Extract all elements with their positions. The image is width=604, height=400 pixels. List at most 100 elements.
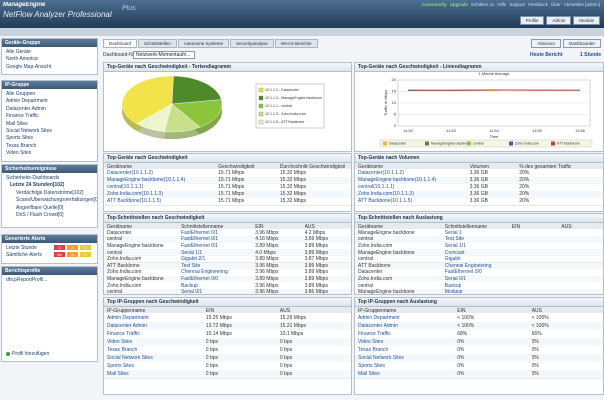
- tab[interactable]: Dashboard: [103, 39, 138, 48]
- table-link[interactable]: Serial 1/1: [181, 249, 203, 256]
- table-link[interactable]: Chennai Engineering: [444, 262, 492, 269]
- table-link[interactable]: Backup: [444, 282, 462, 289]
- table-link[interactable]: Datacenter Admin: [358, 322, 398, 329]
- alert-count[interactable]: 0: [67, 251, 78, 258]
- sidebar-link[interactable]: dhcpReportProfil...: [6, 277, 48, 283]
- tab[interactable]: WAAS Berichte: [274, 39, 318, 48]
- alert-count[interactable]: 54: [54, 251, 65, 258]
- alert-label[interactable]: Letzte Stunde: [6, 245, 37, 251]
- table-link[interactable]: Zoho.India.com(10.1.1.3): [107, 191, 163, 197]
- sidebar-link[interactable]: Verdächtige Datenströme[102]: [16, 189, 84, 196]
- table-link[interactable]: Chennai Engineering: [181, 269, 228, 276]
- menu-button[interactable]: Module: [573, 16, 600, 25]
- table-link[interactable]: ManageEngine backbone(10.1.1.4): [107, 177, 186, 183]
- top-link[interactable]: Abmelden [admin]: [563, 2, 600, 7]
- table-link[interactable]: central(10.1.1.1): [358, 184, 395, 190]
- table-link[interactable]: Datacenter(10.1.1.2): [107, 170, 153, 176]
- table-link[interactable]: Texas Branch: [107, 346, 138, 353]
- sidebar-link[interactable]: Angreifbare Quelle[0]: [16, 204, 64, 211]
- table-link[interactable]: Finance Traffic: [358, 330, 391, 337]
- action-button[interactable]: Aktionen: [531, 39, 561, 48]
- table-link[interactable]: Sports Sites: [107, 362, 134, 369]
- sidebar-link[interactable]: Google Map-Ansicht: [6, 63, 52, 70]
- dashboard-select[interactable]: Netzwerk-Momentaufn...: [133, 50, 195, 59]
- table-link[interactable]: Serial 0/1: [444, 276, 466, 282]
- table-link[interactable]: Serial 0/1: [181, 289, 203, 295]
- sidebar-link[interactable]: North America: [6, 56, 38, 63]
- table-link[interactable]: Datacenter Admin: [107, 322, 147, 329]
- column-header: Durchschnitt Geschwindigkeit: [279, 163, 346, 170]
- sidebar-link[interactable]: Texas Branch: [6, 142, 37, 149]
- sidebar-link[interactable]: Datacenter Admin: [6, 105, 46, 112]
- sidebar-link[interactable]: Sicherheits-Dashboards: [6, 175, 60, 181]
- tab[interactable]: Autonome Systeme: [177, 39, 230, 48]
- table-link[interactable]: Social Network Sites: [107, 354, 153, 361]
- table-link[interactable]: FastEthernet 0/1: [181, 236, 219, 243]
- sidebar-link[interactable]: Social Network Sites: [6, 128, 52, 134]
- action-button[interactable]: Dashboarder: [562, 39, 601, 48]
- sidebar-link[interactable]: Scans/Überwachungsverhaltungen[0]: [16, 197, 98, 204]
- table-link[interactable]: Video Sites: [358, 338, 384, 345]
- alert-count[interactable]: 0: [54, 244, 65, 250]
- top-link[interactable]: Hilfe: [497, 2, 507, 7]
- table-link[interactable]: Texas Branch: [358, 346, 389, 353]
- tab[interactable]: Securityanalyse: [230, 39, 274, 48]
- table-link[interactable]: Serial 1/1: [444, 243, 466, 249]
- sidebar-link[interactable]: Video Sites: [6, 150, 32, 157]
- alert-count[interactable]: 0: [80, 244, 91, 250]
- table-link[interactable]: FastEthernet 0/1: [181, 243, 219, 249]
- top-link[interactable]: Schalten zu: [470, 2, 495, 7]
- table-cell: ManageEngine backbone: [358, 249, 415, 256]
- table-link[interactable]: FastEthernet 0/1: [181, 229, 219, 236]
- top-link[interactable]: Support: [509, 2, 526, 7]
- alert-count[interactable]: 0: [80, 251, 91, 258]
- alert-label[interactable]: Sämtliche Alerts: [6, 252, 42, 259]
- table-link[interactable]: ATT Backbone(10.1.1.5): [358, 198, 413, 204]
- period-link[interactable]: 1 Stunde: [580, 52, 602, 58]
- table-link[interactable]: central(10.1.1.1): [107, 184, 144, 190]
- table-link[interactable]: FastEthernet 0/0: [181, 276, 219, 282]
- table-link[interactable]: Serial 1: [444, 229, 462, 236]
- tab[interactable]: Schnittstellen: [138, 39, 177, 48]
- top-link[interactable]: Community: [421, 2, 447, 7]
- menu-button[interactable]: Profile: [519, 16, 545, 25]
- table-link[interactable]: Backup: [181, 282, 198, 289]
- table-link[interactable]: Social Network Sites: [358, 354, 404, 361]
- table-link[interactable]: Sports Sites: [358, 362, 385, 369]
- table-link[interactable]: Finance Traffic: [107, 330, 140, 337]
- top-link[interactable]: Feedback: [528, 2, 548, 7]
- table-cell: 13.72 Mbps: [205, 322, 232, 329]
- table-link[interactable]: Modular: [444, 289, 463, 295]
- sidebar-link[interactable]: DoS / Flash Crowd[0]: [16, 212, 64, 218]
- sidebar-link[interactable]: Finance Traffic: [6, 113, 39, 120]
- table-link[interactable]: Zoho.India.com(10.1.1.3): [358, 191, 414, 197]
- report-link[interactable]: Heute Bericht: [530, 52, 563, 58]
- table-cell: Zoho.India.com: [107, 282, 142, 289]
- table-link[interactable]: Mail Sites: [358, 370, 380, 377]
- alert-count[interactable]: 0: [67, 244, 78, 250]
- table-link[interactable]: Datacenter(10.1.1.2): [358, 170, 404, 176]
- top-link[interactable]: Über: [550, 2, 561, 7]
- table-link[interactable]: Video Sites: [107, 338, 133, 345]
- table-link[interactable]: Admin Department: [358, 314, 400, 321]
- table-link[interactable]: Gigabit 2/1: [181, 256, 206, 263]
- menu-button[interactable]: Admin: [546, 16, 572, 25]
- table-link[interactable]: Mail Sites: [107, 370, 129, 377]
- sidebar-link[interactable]: Sports Sites: [6, 135, 33, 142]
- sidebar-link[interactable]: Letzte 24 Stunden[102]: [10, 182, 65, 189]
- sidebar-link[interactable]: Alle Gruppen: [6, 91, 36, 97]
- table-link[interactable]: ManageEngine backbone(10.1.1.4): [358, 177, 437, 183]
- table-link[interactable]: FastEthernet 0/0: [444, 269, 482, 276]
- widget: Top IP-Gruppen nach Auslastung IP-Gruppen…: [354, 297, 604, 395]
- sidebar-link[interactable]: Admin Department: [6, 98, 48, 105]
- sidebar-link[interactable]: Alle Geräte: [6, 49, 32, 55]
- table-link[interactable]: Gigabit: [444, 256, 461, 263]
- table-link[interactable]: Test Site: [181, 262, 201, 269]
- table-link[interactable]: Comcast: [444, 249, 465, 256]
- add-link[interactable]: Profil hinzufügen: [12, 351, 50, 357]
- table-link[interactable]: ATT Backbone(10.1.1.5): [107, 198, 162, 204]
- top-link[interactable]: Upgrade: [449, 2, 468, 7]
- table-link[interactable]: Test Site: [444, 236, 464, 243]
- table-link[interactable]: Admin Department: [107, 314, 149, 321]
- sidebar-link[interactable]: Mail Sites: [6, 120, 28, 127]
